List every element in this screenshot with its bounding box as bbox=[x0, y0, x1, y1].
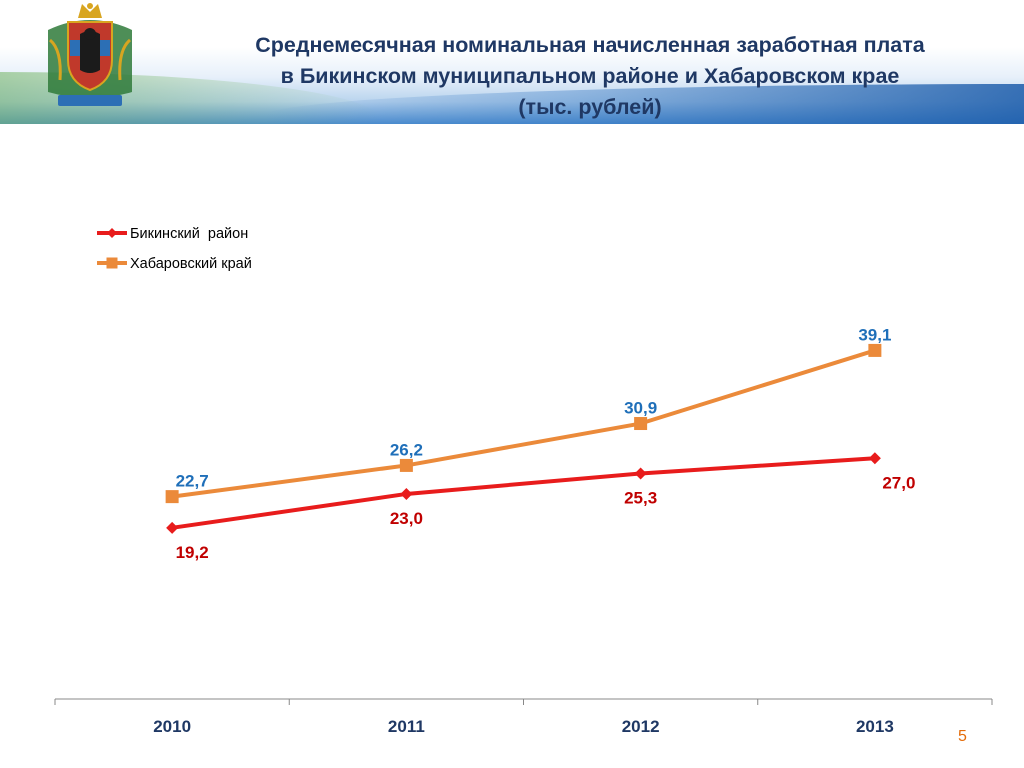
legend-label: Бикинский район bbox=[130, 226, 248, 242]
data-point-marker bbox=[634, 467, 647, 480]
legend-label: Хабаровский край bbox=[130, 256, 252, 272]
data-point-marker bbox=[399, 458, 413, 472]
legend-marker bbox=[106, 257, 118, 269]
data-label: 26,2 bbox=[390, 440, 423, 459]
page-number: 5 bbox=[958, 728, 967, 745]
data-point-marker bbox=[166, 521, 179, 534]
legend-marker bbox=[107, 228, 117, 238]
salary-line-chart: 2010 2011 2012 2013 19,2 23,0 25,3 27,0 22,7 26,2… bbox=[54, 226, 993, 736]
x-tick-label: 2010 bbox=[153, 717, 191, 736]
data-label: 23,0 bbox=[390, 509, 423, 528]
data-label: 25,3 bbox=[624, 488, 657, 507]
data-point-marker bbox=[400, 487, 413, 500]
title-line: в Бикинском муниципальном районе и Хабар… bbox=[280, 64, 900, 88]
khabarovsk-emblem-icon bbox=[48, 3, 132, 106]
x-tick-label: 2011 bbox=[388, 717, 425, 736]
title-line: Среднемесячная номинальная начисленная з… bbox=[255, 33, 925, 57]
x-tick-label: 2013 bbox=[856, 717, 894, 736]
series-line bbox=[171, 456, 876, 530]
data-point-marker bbox=[868, 343, 882, 357]
series-line bbox=[171, 348, 876, 499]
data-label: 19,2 bbox=[176, 543, 209, 562]
title-line: (тыс. рублей) bbox=[518, 95, 662, 119]
data-label: 39,1 bbox=[858, 325, 891, 344]
data-point-marker bbox=[868, 452, 881, 465]
data-point-marker bbox=[165, 490, 179, 504]
slide-title: Среднемесячная номинальная начисленная з… bbox=[160, 30, 1020, 123]
slide-header: Среднемесячная номинальная начисленная з… bbox=[0, 0, 1024, 124]
x-tick-label: 2012 bbox=[622, 717, 660, 736]
data-label: 22,7 bbox=[176, 472, 209, 491]
data-label: 30,9 bbox=[624, 399, 657, 418]
data-point-marker bbox=[634, 417, 648, 431]
data-label: 27,0 bbox=[882, 473, 915, 492]
